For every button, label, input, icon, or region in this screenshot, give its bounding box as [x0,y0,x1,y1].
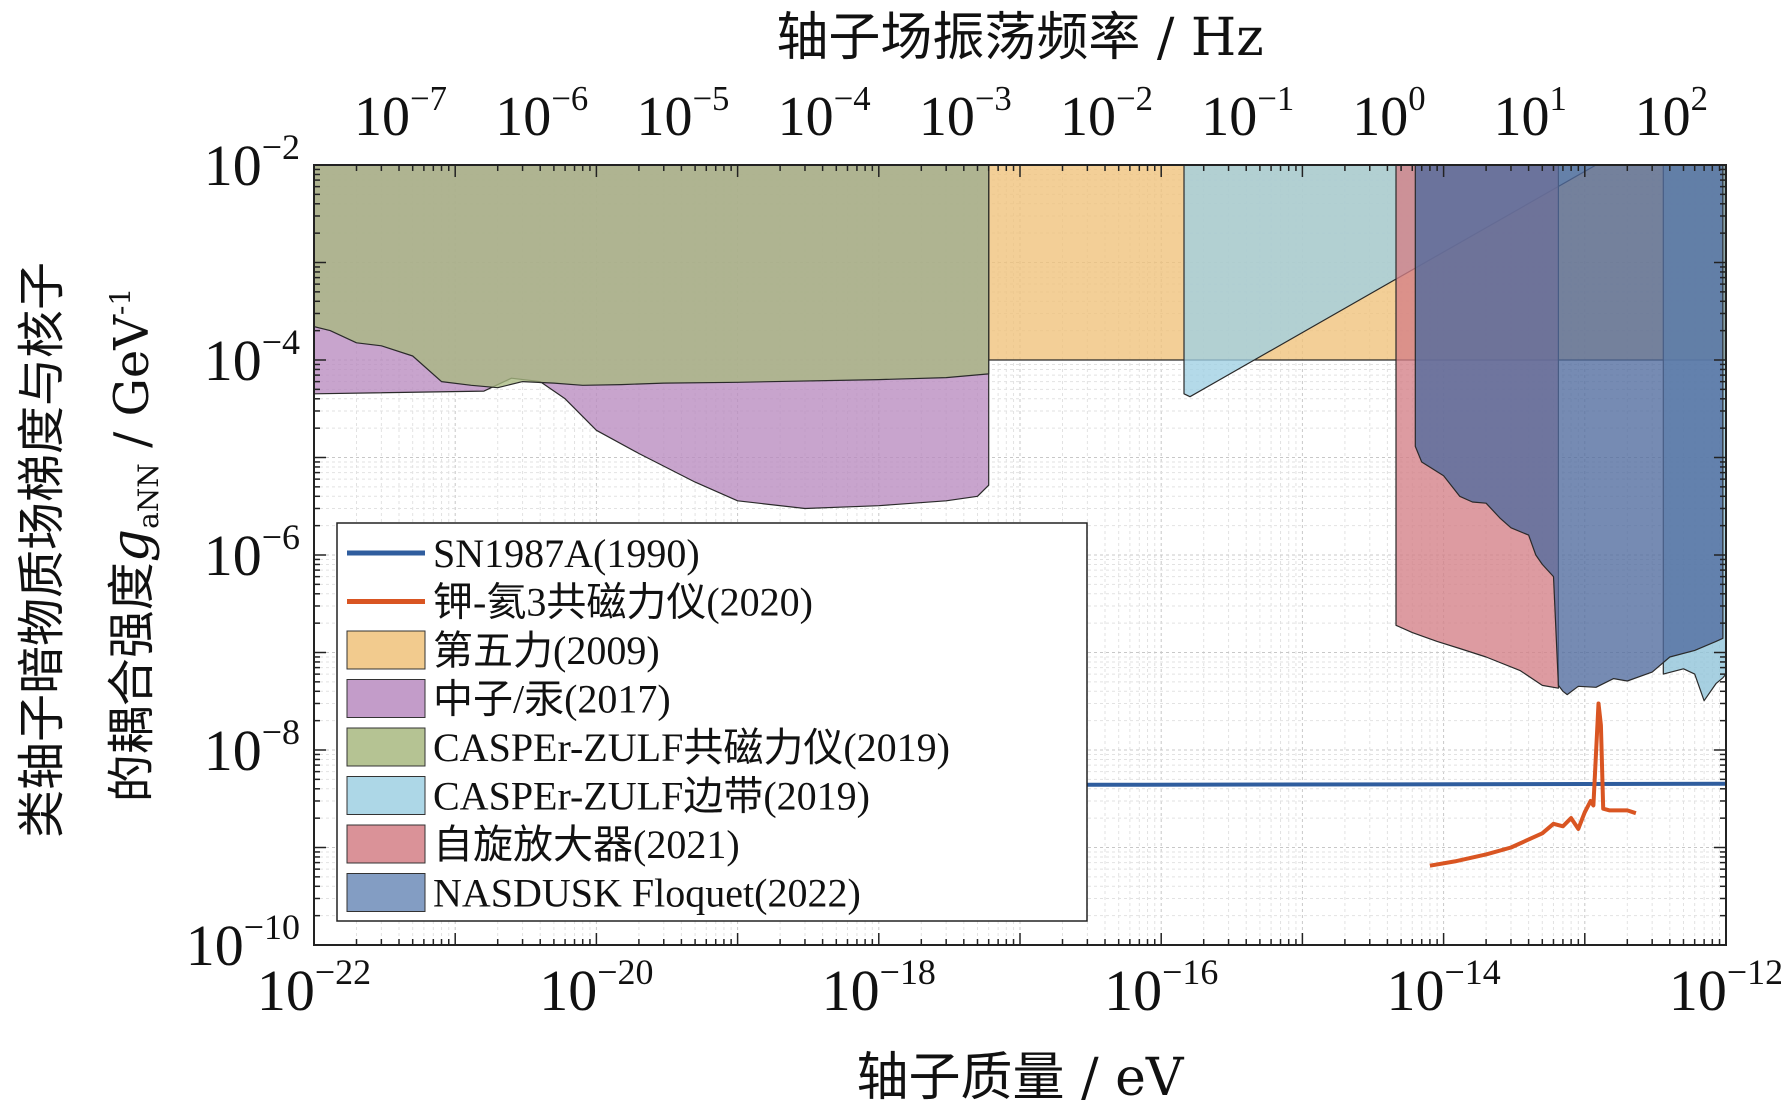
x-tick-label: 10−20 [539,952,653,1023]
legend: SN1987A(1990)钾-氦3共磁力仪(2020)第五力(2009)中子/汞… [336,522,1088,922]
legend-box [336,522,1088,922]
limit-lines [1087,701,1726,868]
x-tick-label: 10−12 [1669,952,1781,1023]
x-tick-label: 10−18 [822,952,936,1023]
top-tick-label: 10−4 [778,79,871,148]
legend-label: 第五力(2009) [433,628,660,673]
region-6 [1414,165,1724,696]
x-axis-ticks: 10−22 10−20 10−18 10−16 10−14 10−12 [257,952,1781,1023]
top-tick-label: 10−7 [354,79,447,148]
top-axis-title: 轴子场振荡频率 / Hz [776,8,1263,68]
legend-swatch [346,679,426,718]
legend-label: CASPEr-ZULF边带(2019) [433,774,870,819]
y-axis-title-line2: 的耦合强度gaNN / GeV-1 [101,288,165,802]
legend-label: SN1987A(1990) [433,531,700,576]
x-axis-title: 轴子质量 / eV [857,1048,1185,1108]
legend-label: 钾-氦3共磁力仪(2020) [433,580,813,625]
legend-swatch [346,776,426,815]
legend-swatch [346,873,426,912]
top-tick-label: 100 [1352,79,1425,148]
frame-ticks [313,164,1727,946]
legend-swatch [346,824,426,864]
region-2 [314,165,990,389]
y-tick-label: 10−8 [204,712,300,783]
x-tick-label: 10−16 [1104,952,1218,1023]
legend-label: NASDUSK Floquet(2022) [433,871,861,916]
y-axis-ticks: 10−2 10−4 10−6 10−8 10−10 [186,127,300,978]
top-axis-ticks: 10−7 10−6 10−5 10−4 10−3 10−2 10−1 100 101 102 [354,79,1708,148]
top-tick-label: 102 [1635,79,1708,148]
y-tick-label: 10−6 [204,517,300,588]
top-tick-label: 10−1 [1201,79,1294,148]
top-tick-label: 101 [1493,79,1566,148]
legend-swatch [346,630,426,670]
legend-label: CASPEr-ZULF共磁力仪(2019) [433,725,950,770]
y-tick-label: 10−10 [186,907,300,978]
limit-line-1 [1429,701,1637,868]
legend-swatch [346,727,426,767]
top-tick-label: 10−6 [495,79,588,148]
limit-line-0 [1087,781,1726,787]
y-axis-title-line1: 类轴子暗物质场梯度与核子 [14,262,70,838]
x-tick-label: 10−14 [1386,952,1500,1023]
x-tick-label: 10−22 [257,952,371,1023]
y-tick-label: 10−2 [204,127,300,198]
exclusion-regions [314,165,1726,702]
y-axis-title: 类轴子暗物质场梯度与核子 的耦合强度gaNN / GeV-1 [14,262,165,838]
legend-label: 中子/汞(2017) [433,677,671,722]
legend-label: 自旋放大器(2021) [433,822,740,867]
y-tick-label: 10−4 [204,322,300,393]
top-tick-label: 10−3 [919,79,1012,148]
top-tick-label: 10−2 [1060,79,1153,148]
top-tick-label: 10−5 [636,79,729,148]
